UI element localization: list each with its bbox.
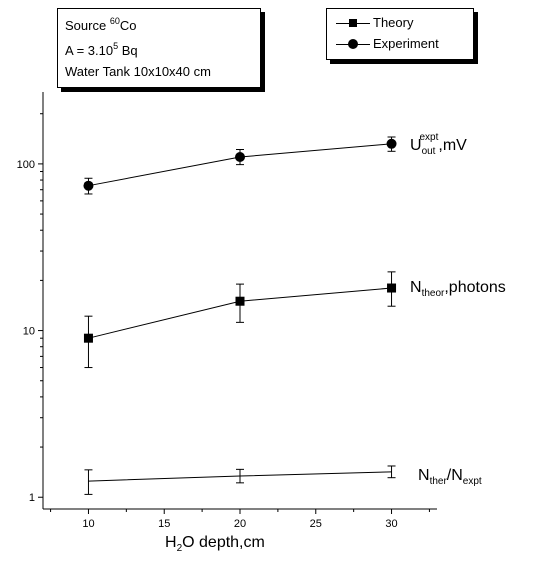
series-label-ratio: Nther/Nexpt	[418, 467, 482, 487]
source-info-box: Source 60Co A = 3.105 Bq Water Tank 10x1…	[57, 8, 261, 88]
x-tick-label: 10	[82, 518, 94, 530]
legend-item-theory: Theory	[327, 14, 473, 34]
x-tick-label: 15	[158, 518, 170, 530]
y-tick-label: 1	[29, 492, 35, 504]
x-tick-label: 30	[385, 518, 397, 530]
water-tank-line: Water Tank 10x10x40 cm	[65, 64, 211, 79]
data-point-circle	[235, 151, 245, 162]
y-tick-label: 100	[17, 159, 35, 171]
data-point-circle	[386, 138, 397, 149]
series-label-n-theor: Ntheor,photons	[410, 279, 506, 299]
square-marker-icon	[349, 19, 357, 27]
x-axis-title: H2O depth,cm	[165, 534, 265, 554]
legend-label-theory: Theory	[373, 15, 414, 30]
data-point-square	[387, 283, 397, 293]
activity-line: A = 3.105 Bq	[65, 41, 138, 58]
legend-item-experiment: Experiment	[327, 35, 473, 55]
data-point-square	[83, 333, 93, 343]
legend: Theory Experiment	[326, 8, 474, 60]
data-point-circle	[83, 180, 94, 191]
series-label-u-out: Uoutexpt,mV	[410, 132, 467, 157]
data-point-square	[235, 296, 245, 306]
x-tick-label: 20	[234, 518, 246, 530]
circle-marker-icon	[348, 39, 358, 49]
legend-label-experiment: Experiment	[373, 36, 439, 51]
source-line: Source 60Co	[65, 16, 137, 33]
x-tick-label: 25	[310, 518, 322, 530]
y-tick-label: 10	[23, 326, 35, 338]
